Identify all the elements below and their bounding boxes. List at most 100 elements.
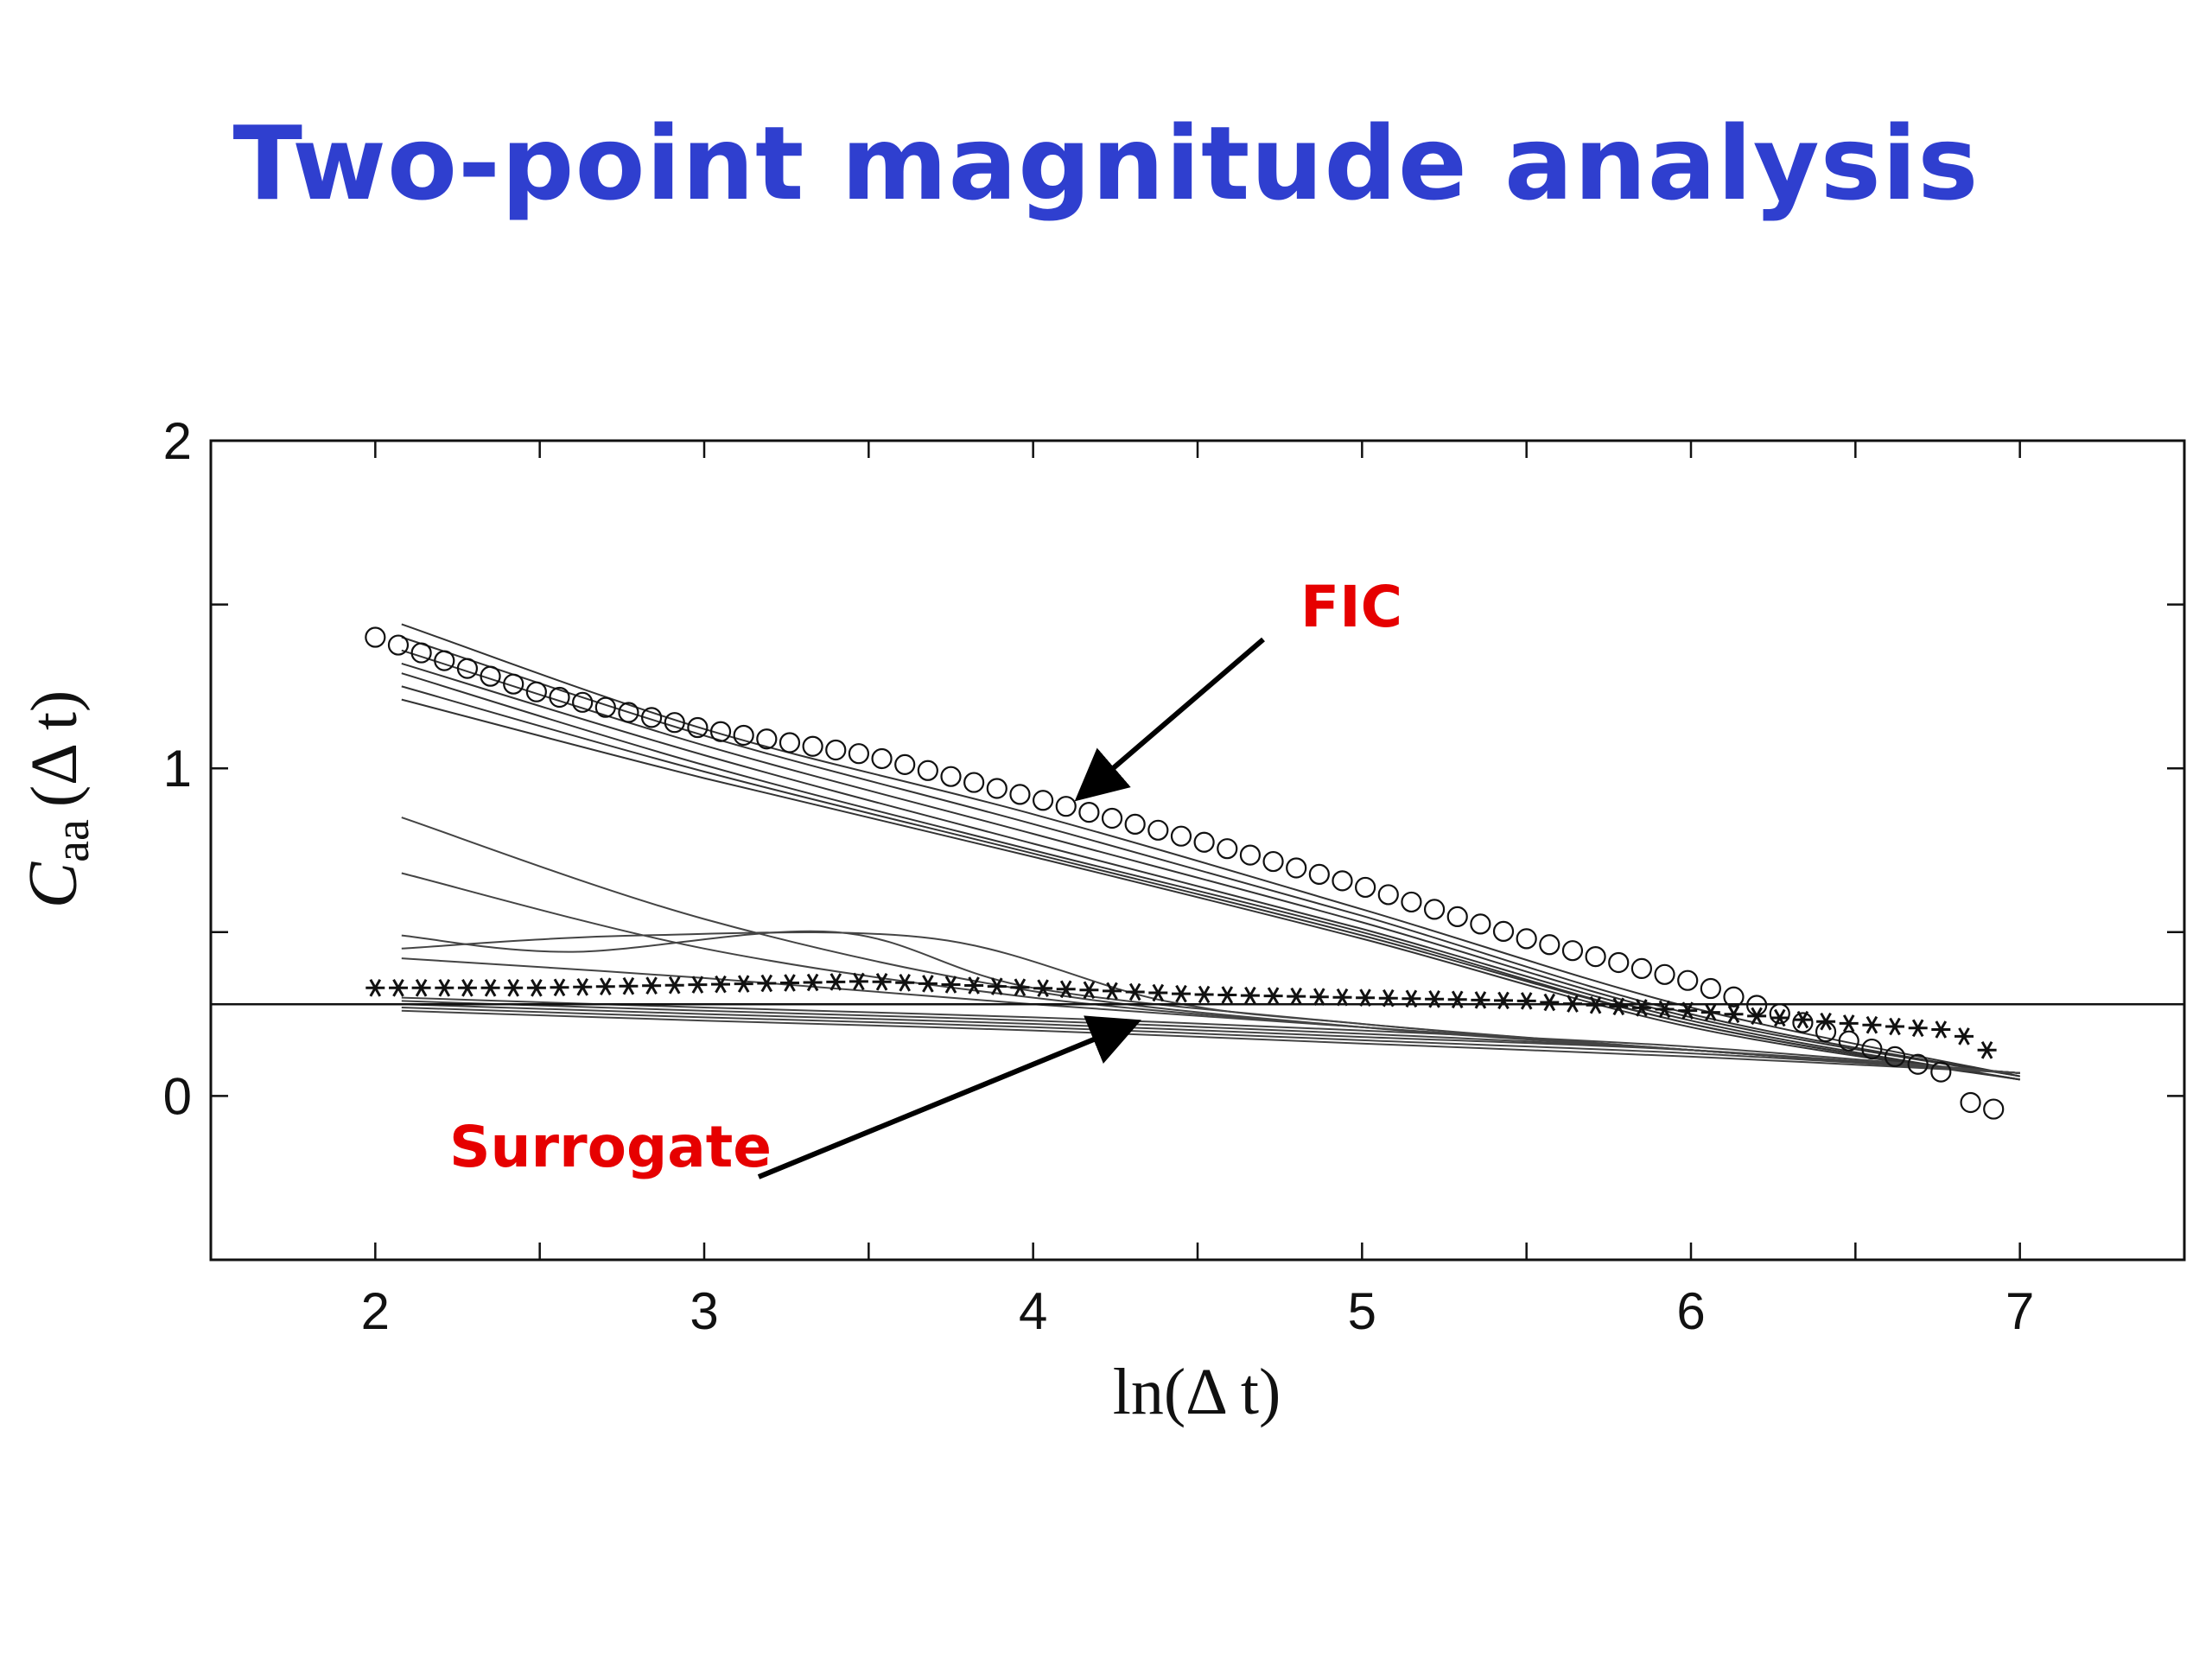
surrogate-point (1194, 985, 1214, 1004)
surrogate-point (1079, 981, 1099, 1000)
surrogate-point (1240, 986, 1260, 1005)
surrogate-point (849, 972, 868, 991)
annotations: FIC Surrogate (449, 574, 1402, 1180)
surrogate-point (1148, 983, 1168, 1002)
surrogate-point (1540, 993, 1560, 1012)
surrogate-point (664, 976, 684, 995)
fic-point (1401, 891, 1422, 913)
surrogate-point (1839, 1014, 1859, 1033)
surrogate-point (1010, 978, 1030, 996)
surrogate-point (1356, 988, 1376, 1007)
surrogate-point (1287, 987, 1306, 1006)
fic-point (434, 650, 455, 671)
surrogate-point (1908, 1019, 1928, 1038)
fic-point (1377, 884, 1399, 906)
surrogate-point (1402, 989, 1421, 1008)
surrogate-model-curve (401, 996, 2020, 1074)
fic-point (387, 634, 410, 656)
surrogate-point (1631, 999, 1651, 1017)
surrogate-point (918, 975, 938, 993)
fic-point (1147, 819, 1169, 841)
fic-point (709, 721, 732, 742)
fic-model-curve (401, 698, 2020, 1081)
fic-point (525, 681, 547, 702)
surrogate-point (826, 973, 846, 991)
thin-curves (401, 623, 2020, 1081)
surrogate-point (1516, 992, 1536, 1010)
fic-point (503, 673, 524, 695)
fic-model-curve (401, 662, 2020, 1081)
surrogate-point (1816, 1012, 1836, 1031)
surrogate-point (1056, 980, 1076, 999)
surrogate-point (895, 974, 915, 992)
fic-point (894, 753, 916, 775)
surrogate-point (1263, 987, 1283, 1005)
fic-point (1838, 1030, 1859, 1052)
surrogate-model-curve (401, 930, 2020, 1074)
surrogate-point (457, 979, 477, 997)
fic-point (1516, 928, 1537, 950)
surrogate-point (1494, 991, 1513, 1010)
annotation-fic-label: FIC (1300, 574, 1402, 640)
fic-point (940, 766, 962, 787)
fic-point (365, 626, 386, 648)
surrogate-point (1103, 982, 1122, 1001)
fic-point (1009, 784, 1031, 805)
y-axis-label-suffix: (Δ t) (18, 690, 91, 807)
fic-point (1608, 951, 1630, 974)
surrogate-point (1700, 1003, 1720, 1021)
surrogate-point (734, 975, 753, 993)
surrogate-point (1747, 1007, 1767, 1026)
fic-point (1355, 876, 1376, 899)
surrogate-point (688, 976, 708, 994)
annotation-surrogate-arrow (757, 1015, 1141, 1179)
fic-point (1861, 1038, 1883, 1060)
fic-point (594, 696, 616, 718)
surrogate-point (1655, 1000, 1675, 1019)
surrogate-point (1471, 991, 1491, 1009)
surrogate-point (1309, 988, 1329, 1006)
fic-point (1262, 850, 1284, 873)
fic-point (1907, 1053, 1929, 1075)
y-tick-label: 2 (163, 412, 192, 470)
axis-ticks (211, 439, 2184, 1262)
fic-point (733, 724, 754, 747)
fic-point (1700, 977, 1721, 1000)
fic-point (687, 716, 709, 739)
y-tick-label: 1 (163, 740, 192, 798)
surrogate-point (411, 979, 431, 997)
y-axis-label-main: C (16, 861, 92, 908)
surrogate-point (1770, 1008, 1789, 1027)
fic-point (802, 735, 823, 757)
x-tick-label: 5 (1348, 1282, 1376, 1340)
fic-point (1078, 801, 1100, 823)
fic-point (1332, 870, 1353, 892)
fic-point (1884, 1046, 1906, 1067)
surrogate-point (389, 979, 408, 997)
surrogate-point (711, 975, 730, 994)
surrogate-point (941, 976, 961, 994)
surrogate-point (526, 979, 546, 997)
fic-point (1193, 831, 1215, 853)
surrogate-point (872, 973, 892, 991)
fic-point (1983, 1098, 2005, 1120)
x-tick-label: 3 (690, 1282, 718, 1340)
surrogate-point (595, 977, 615, 995)
fic-point (1101, 807, 1123, 830)
fic-point (1492, 920, 1515, 942)
fic-point (549, 686, 570, 709)
fic-point (1055, 796, 1077, 817)
x-tick-label: 4 (1019, 1282, 1047, 1340)
fic-point (986, 778, 1007, 799)
surrogate-point (1332, 988, 1352, 1007)
surrogate-point (1793, 1010, 1813, 1029)
fic-point (1217, 838, 1238, 860)
surrogate-point (1563, 995, 1582, 1013)
surrogate-point (1862, 1015, 1882, 1034)
fic-point (618, 702, 639, 723)
svg-text:Caa(Δ t): Caa (Δ t) (16, 690, 99, 909)
fic-point (825, 739, 847, 761)
fic-point (456, 658, 479, 679)
fic-point (963, 772, 985, 793)
